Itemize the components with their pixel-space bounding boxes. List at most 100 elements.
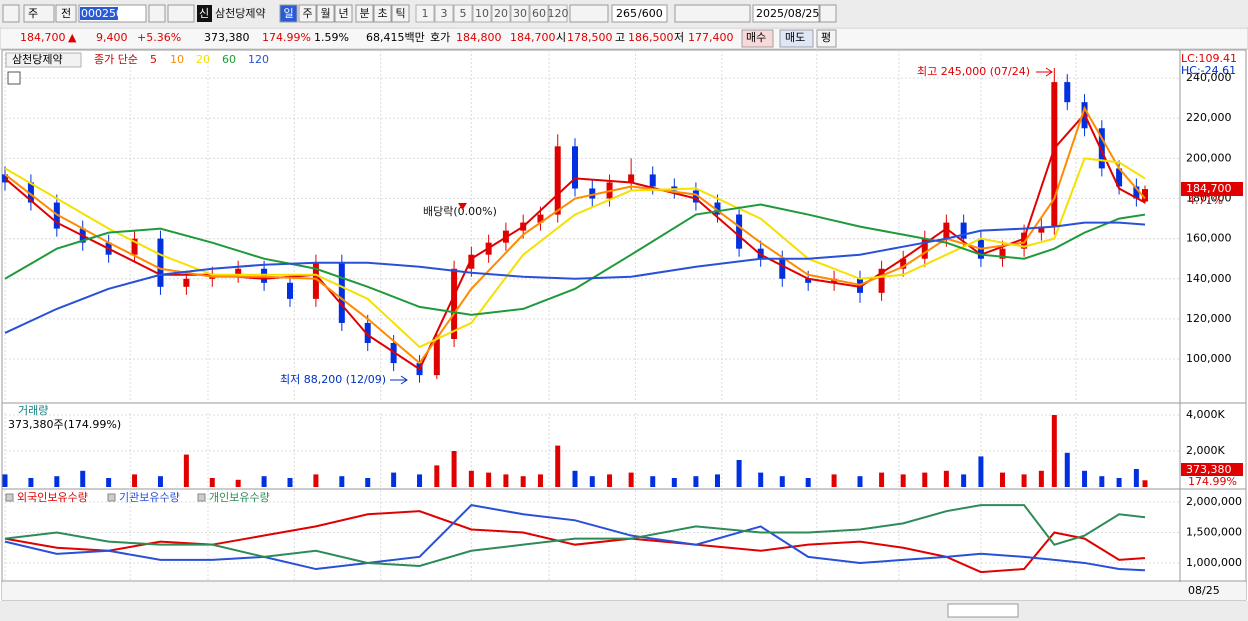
- volume-bar: [2, 474, 8, 487]
- volume-bar: [80, 470, 86, 487]
- date-box[interactable]: [752, 4, 820, 23]
- volume-bar: [572, 470, 578, 487]
- sound-icon[interactable]: [167, 4, 195, 23]
- market-select[interactable]: [23, 4, 55, 23]
- credit-badge: [197, 5, 212, 22]
- scroll-thumb[interactable]: [947, 603, 1019, 618]
- legend-box: [5, 52, 82, 68]
- period-button[interactable]: [391, 4, 410, 23]
- candle-body: [468, 254, 475, 269]
- period-button[interactable]: [355, 4, 374, 23]
- legend-entry: 120: [248, 53, 269, 66]
- price: 184,700: [20, 31, 66, 44]
- date: 2025/08/25: [756, 7, 819, 20]
- count: 265: [616, 7, 637, 20]
- volume-bar: [1021, 474, 1027, 487]
- candle-body: [1051, 82, 1058, 227]
- volume-ratio: 174.99%: [262, 31, 311, 44]
- y-tick-label: 4,000K: [1186, 408, 1225, 421]
- legend-entry: 기관보유수량: [119, 491, 180, 504]
- period-button[interactable]: [316, 4, 335, 23]
- line: [4, 504, 1146, 572]
- menu-icon[interactable]: [2, 4, 20, 23]
- candle-body: [183, 278, 190, 287]
- candle-body: [572, 146, 578, 189]
- interval-button[interactable]: [510, 4, 530, 23]
- avg-button[interactable]: [816, 29, 837, 48]
- line: [4, 504, 1146, 568]
- volume-bar: [628, 472, 634, 487]
- volume-bar: [313, 474, 319, 487]
- interval-button[interactable]: [415, 4, 435, 23]
- buy-button[interactable]: [741, 29, 774, 48]
- volume-bar: [589, 476, 595, 487]
- ask: 184,800: [456, 31, 502, 44]
- high-arrow: [1036, 67, 1053, 77]
- candle-body: [1142, 189, 1148, 202]
- stock-name: 삼천당제약: [215, 6, 266, 20]
- period-button[interactable]: [334, 4, 353, 23]
- candle-body: [999, 248, 1006, 259]
- volume-bar: [106, 478, 112, 487]
- volume-bar: [54, 476, 60, 487]
- period-button[interactable]: [298, 4, 317, 23]
- line: [4, 157, 1146, 349]
- legend-entry: 외국인보유수량: [17, 491, 88, 504]
- legend-swatch: [197, 493, 206, 502]
- legend-stock: 삼천당제약: [12, 52, 63, 66]
- interval: 3: [441, 7, 448, 20]
- interval-button[interactable]: [434, 4, 454, 23]
- volume-bar: [1133, 469, 1139, 487]
- interval-button[interactable]: [453, 4, 473, 23]
- period: 년: [338, 7, 348, 20]
- sell-button[interactable]: [779, 29, 814, 48]
- candle-body: [157, 238, 164, 287]
- candle-body: [943, 222, 950, 239]
- volume-bar: [157, 476, 163, 487]
- period: 주: [302, 7, 312, 20]
- candle-body: [1098, 128, 1105, 169]
- scrollbar[interactable]: [0, 601, 1248, 621]
- interval-button[interactable]: [529, 4, 549, 23]
- event-marker: [458, 203, 467, 210]
- low: 177,400: [688, 31, 734, 44]
- candle-body: [805, 278, 812, 283]
- period-button[interactable]: [373, 4, 392, 23]
- high-note: 최고 245,000 (07/24): [917, 65, 1030, 78]
- volume-bar: [1142, 480, 1148, 487]
- calendar-icon[interactable]: [819, 4, 837, 23]
- candle-body: [537, 214, 544, 223]
- last-price: 184,700: [1186, 182, 1232, 195]
- volume-bar: [805, 478, 811, 487]
- volume-bar: [555, 445, 561, 487]
- volume-bar: [1000, 472, 1005, 487]
- legend-entry: 20: [196, 53, 210, 66]
- interval-button[interactable]: [472, 4, 492, 23]
- search-icon[interactable]: [148, 4, 166, 23]
- volume-bar: [831, 474, 837, 487]
- interval-button[interactable]: [548, 4, 568, 23]
- volume-bar: [451, 451, 457, 487]
- dropdown[interactable]: [569, 4, 609, 23]
- candle-body: [131, 238, 138, 255]
- y-tick-label: 1,500,000: [1186, 525, 1242, 538]
- volume-bar: [900, 474, 906, 487]
- volume-last: 373,380: [1186, 463, 1232, 476]
- period-button[interactable]: [279, 4, 298, 23]
- candle-body: [1064, 82, 1071, 103]
- candle-body: [312, 262, 319, 299]
- line: [4, 203, 1146, 316]
- code: 000250: [81, 7, 123, 20]
- line: [4, 105, 1146, 365]
- scope-button[interactable]: [55, 4, 77, 23]
- tool-icons[interactable]: [674, 4, 751, 23]
- candle-body: [261, 268, 268, 283]
- volume-bar: [1064, 452, 1070, 487]
- legend-swatch: [107, 493, 116, 502]
- panel-icon[interactable]: [7, 71, 21, 85]
- last-change: 4.71%: [1188, 194, 1223, 207]
- interval-button[interactable]: [491, 4, 511, 23]
- volume-bar: [486, 472, 492, 487]
- count-box[interactable]: [611, 4, 668, 23]
- volume-bar: [650, 476, 656, 487]
